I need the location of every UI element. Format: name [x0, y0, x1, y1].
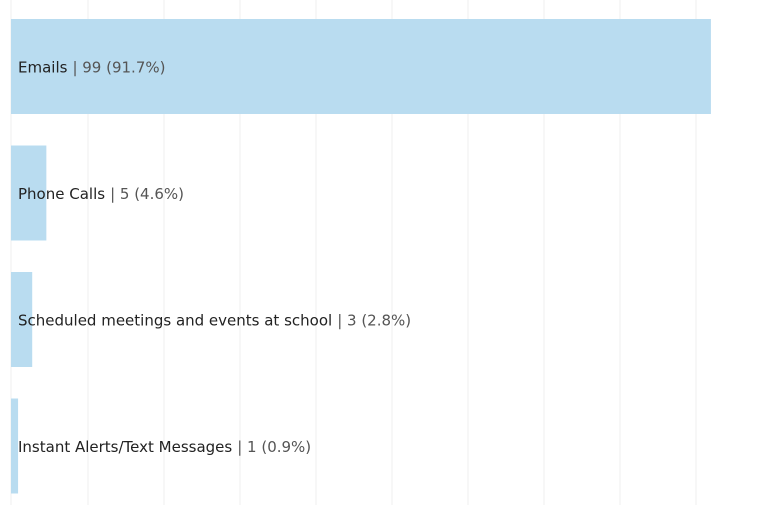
category-label: Instant Alerts/Text Messages — [18, 438, 232, 456]
category-label: Scheduled meetings and events at school — [18, 311, 332, 329]
value-label: | 99 (91.7%) — [72, 58, 165, 76]
bar-label: Instant Alerts/Text Messages | 1 (0.9%) — [18, 438, 311, 456]
bar — [11, 272, 33, 367]
bar — [11, 145, 47, 241]
bar — [11, 19, 711, 114]
bar-label: Phone Calls | 5 (4.6%) — [18, 185, 184, 203]
value-label: | 5 (4.6%) — [110, 185, 184, 203]
value-label: | 3 (2.8%) — [337, 311, 411, 329]
bar-label: Emails | 99 (91.7%) — [18, 58, 165, 76]
category-label: Phone Calls — [18, 185, 105, 203]
bar-label: Scheduled meetings and events at school |… — [18, 311, 411, 329]
bar — [11, 398, 19, 494]
category-label: Emails — [18, 58, 68, 76]
value-label: | 1 (0.9%) — [237, 438, 311, 456]
